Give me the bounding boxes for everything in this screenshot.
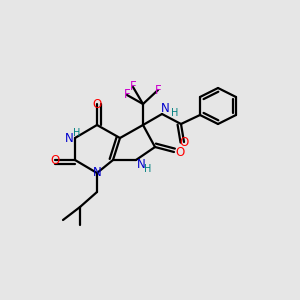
Text: O: O xyxy=(179,136,189,148)
Text: N: N xyxy=(93,167,101,179)
Text: F: F xyxy=(124,88,130,101)
Text: H: H xyxy=(73,128,81,138)
Text: O: O xyxy=(50,154,60,166)
Text: N: N xyxy=(64,131,74,145)
Text: H: H xyxy=(171,108,179,118)
Text: F: F xyxy=(130,80,136,94)
Text: N: N xyxy=(136,158,146,170)
Text: N: N xyxy=(160,103,169,116)
Text: O: O xyxy=(92,98,102,110)
Text: H: H xyxy=(144,164,152,174)
Text: F: F xyxy=(155,83,161,97)
Text: O: O xyxy=(176,146,184,158)
